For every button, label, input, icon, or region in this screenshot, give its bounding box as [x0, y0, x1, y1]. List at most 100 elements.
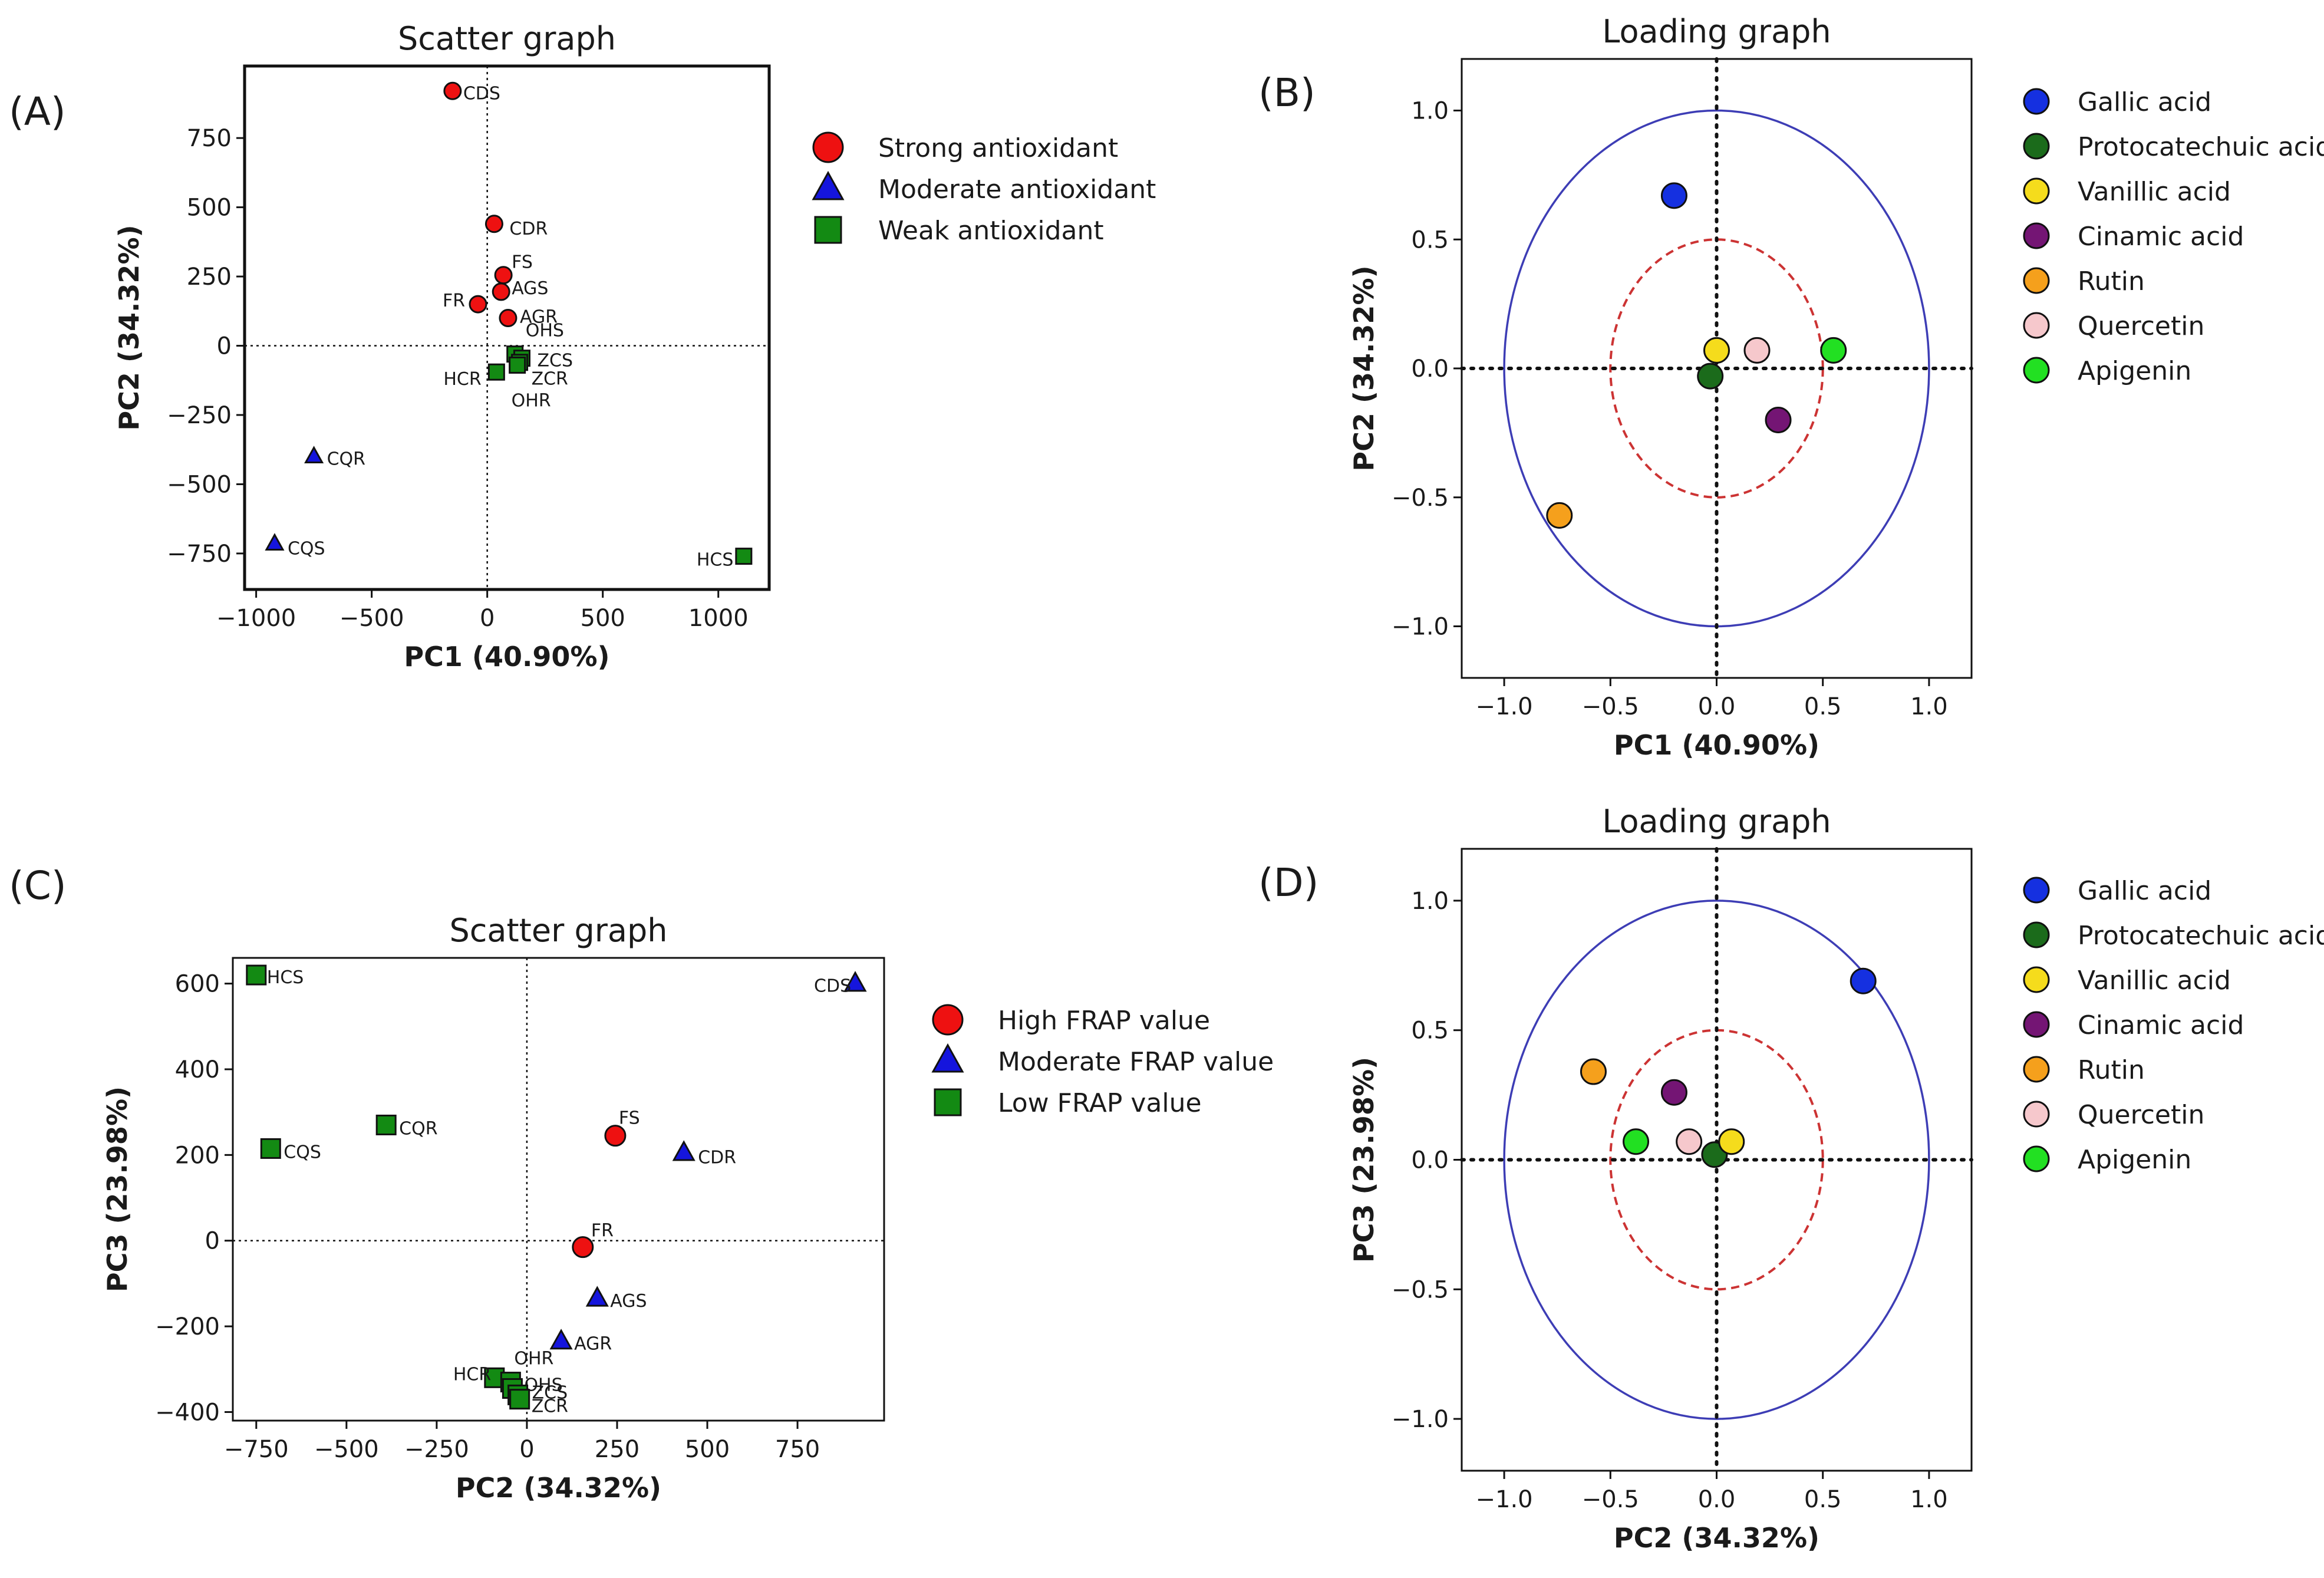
- point-label: CDS: [814, 976, 851, 997]
- x-axis-label: PC2 (34.32%): [1614, 1522, 1819, 1554]
- legend-label: Rutin: [2078, 1055, 2145, 1085]
- point-label: FR: [443, 291, 465, 311]
- x-tick-label: 0.0: [1698, 1486, 1736, 1513]
- legend-marker: [934, 1088, 962, 1116]
- unit-circle: [1503, 900, 1930, 1420]
- legend: High FRAP value Moderate FRAP value Low FR…: [931, 1004, 1274, 1118]
- point-cdr: [672, 1140, 695, 1161]
- legend-label: Low FRAP value: [998, 1088, 1202, 1118]
- y-tick-label: 500: [187, 195, 232, 222]
- point-cds: [443, 81, 462, 100]
- point-cds: [843, 971, 867, 992]
- chart-title: Scatter graph: [449, 912, 667, 949]
- legend-label: Gallic acid: [2078, 876, 2211, 906]
- legend: Gallic acid Protocatechuic acid Vanillic a…: [2023, 87, 2324, 386]
- x-tick-label: 750: [775, 1436, 820, 1463]
- legend-marker: [812, 170, 845, 200]
- point-label: ZCS: [537, 351, 573, 371]
- legend-marker: [931, 1043, 964, 1073]
- y-tick-label: 0: [217, 333, 232, 360]
- point-label: CQS: [284, 1142, 321, 1162]
- point-label: CQS: [288, 538, 325, 559]
- x-tick-label: 0: [519, 1436, 534, 1463]
- panel-letter: (B): [1258, 70, 1316, 116]
- point-label: AGR: [520, 307, 558, 328]
- point-fr: [572, 1236, 594, 1259]
- point-label: ZCS: [532, 1382, 568, 1403]
- legend-label: Cinamic acid: [2078, 222, 2244, 252]
- point-gallic-acid: [1660, 182, 1687, 209]
- y-tick-label: 1.0: [1411, 888, 1449, 915]
- point-label: CQR: [327, 449, 365, 469]
- panel-letter: (A): [9, 89, 66, 134]
- legend-label: Weak antioxidant: [878, 216, 1104, 246]
- y-tick-label: −250: [167, 402, 232, 429]
- point-quercetin: [1743, 337, 1771, 364]
- legend-label: Apigenin: [2078, 356, 2191, 386]
- y-tick-label: −1.0: [1392, 614, 1449, 641]
- panel-letter: (C): [9, 863, 67, 908]
- legend: Gallic acid Protocatechuic acid Vanillic a…: [2023, 876, 2324, 1175]
- chart-title: Scatter graph: [398, 20, 616, 57]
- point-ags: [585, 1286, 609, 1307]
- x-tick-label: −0.5: [1582, 1486, 1639, 1513]
- chart-title: Loading graph: [1602, 13, 1831, 50]
- legend-marker: [814, 216, 842, 244]
- point-label: OHS: [526, 321, 564, 341]
- point-cqr: [375, 1114, 397, 1135]
- legend-marker: [2023, 357, 2050, 384]
- y-tick-label: 600: [175, 971, 220, 998]
- legend-label: Vanillic acid: [2078, 177, 2231, 207]
- panel-b: (B) Loading graph −1.0 −0.5 0.0 0.5 1.0 −1.0 −0.…: [1258, 13, 2324, 761]
- legend-label: Strong antioxidant: [878, 133, 1118, 163]
- plot-frame: [232, 957, 885, 1422]
- y-tick-label: 0.0: [1411, 355, 1449, 383]
- legend-marker: [2023, 177, 2050, 205]
- legend-marker: [2023, 1011, 2050, 1038]
- panel-d: (D) Loading graph −1.0 −0.5 0.0 0.5 1.0 −1.0 −0.…: [1258, 803, 2324, 1554]
- legend: Strong antioxidant Moderate antioxidant We…: [812, 131, 1156, 246]
- chart-title: Loading graph: [1602, 803, 1831, 840]
- y-axis-label: PC2 (34.32%): [113, 225, 145, 430]
- plot-frame: [243, 64, 771, 591]
- legend-marker: [2023, 88, 2050, 115]
- point-cdr: [484, 215, 503, 233]
- x-tick-label: 1.0: [1910, 693, 1948, 720]
- point-gallic-acid: [1850, 967, 1877, 994]
- point-fr: [469, 295, 487, 314]
- legend-marker: [2023, 966, 2050, 993]
- legend-label: High FRAP value: [998, 1006, 1210, 1036]
- x-tick-label: −0.5: [1582, 693, 1639, 720]
- point-label: HCS: [267, 967, 304, 988]
- point-label: FS: [512, 252, 533, 273]
- y-tick-label: 0.0: [1411, 1147, 1449, 1174]
- point-vanillic-acid: [1703, 337, 1730, 364]
- x-tick-label: −1.0: [1476, 1486, 1533, 1513]
- x-tick-label: −500: [339, 605, 404, 632]
- point-label: FR: [591, 1221, 614, 1241]
- legend-label: Rutin: [2078, 266, 2145, 297]
- y-tick-label: −0.5: [1392, 1276, 1449, 1303]
- x-tick-label: 0.0: [1698, 693, 1736, 720]
- point-label: OHS: [524, 1375, 562, 1395]
- legend-label: Vanillic acid: [2078, 966, 2231, 996]
- point-rutin: [1580, 1058, 1607, 1085]
- x-tick-label: 250: [595, 1436, 639, 1463]
- point-fs: [494, 266, 513, 285]
- legend-label: Quercetin: [2078, 311, 2204, 341]
- point-hcr: [487, 363, 505, 381]
- point-hcs: [735, 548, 753, 565]
- x-axis-label: PC1 (40.90%): [404, 641, 609, 673]
- y-tick-label: 0.5: [1411, 1017, 1449, 1045]
- point-label: HCR: [453, 1364, 491, 1385]
- point-fs: [604, 1125, 627, 1147]
- legend-marker: [2023, 921, 2050, 948]
- legend-marker: [932, 1004, 964, 1036]
- legend-marker: [2023, 312, 2050, 339]
- legend-label: Moderate FRAP value: [998, 1047, 1274, 1077]
- point-zcr: [509, 1389, 530, 1410]
- point-label: CDS: [463, 83, 500, 104]
- point-label: CDR: [509, 219, 548, 239]
- point-ags: [492, 282, 510, 301]
